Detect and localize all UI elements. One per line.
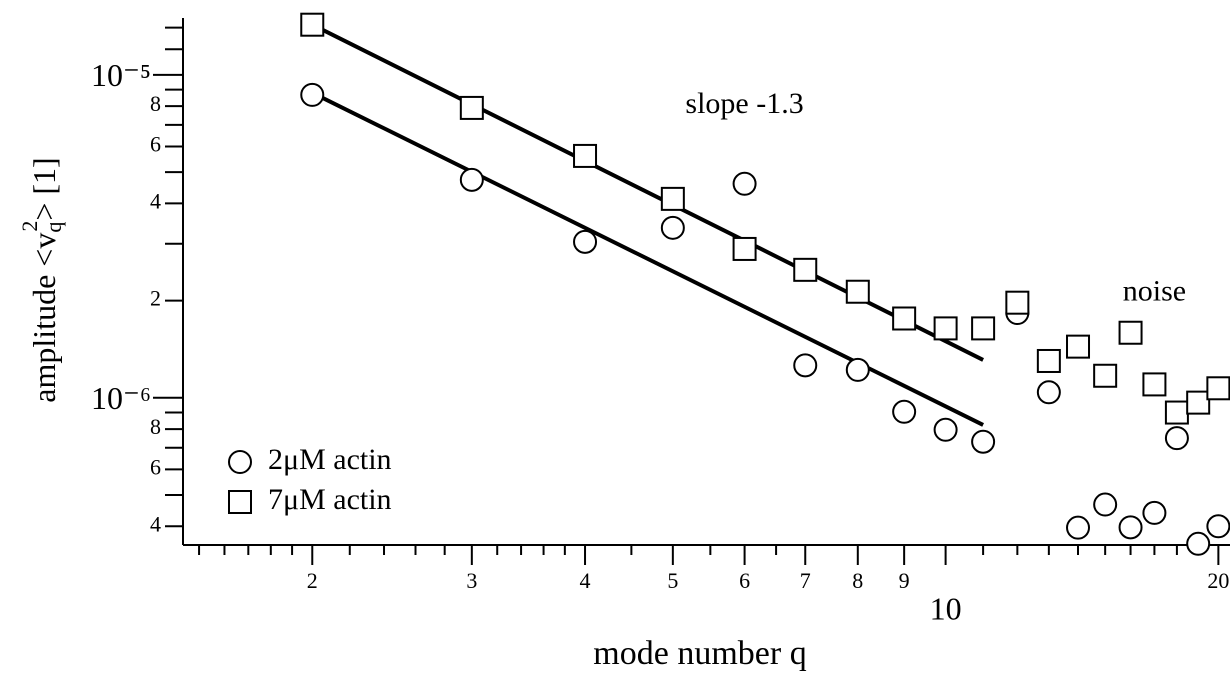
square-marker (1186, 390, 1211, 415)
square-marker (845, 279, 870, 304)
square-marker (793, 257, 818, 282)
circle-marker (1142, 500, 1167, 525)
x-tick-label: 5 (667, 568, 678, 593)
circle-marker (1093, 492, 1118, 517)
y-label-part: > [1] (26, 157, 62, 220)
circle-marker (933, 417, 958, 442)
square-marker (573, 143, 598, 168)
circle-marker (1164, 426, 1189, 451)
annotation: slope -1.3 (685, 87, 803, 120)
square-marker (1036, 348, 1061, 373)
y-tick-label: 6 (150, 132, 161, 157)
x-tick-label: 6 (739, 568, 750, 593)
square-marker (660, 186, 685, 211)
circle-marker (971, 429, 996, 454)
circle-marker (1118, 515, 1143, 540)
y-tick-label: 2 (150, 286, 161, 311)
square-marker (1206, 376, 1230, 401)
fit-line (311, 22, 985, 362)
x-tick-label: 3 (466, 568, 477, 593)
fit-line (311, 90, 984, 427)
y-tick-label: 4 (150, 188, 161, 213)
x-tick-label: 2 (307, 568, 318, 593)
circle-marker (1206, 514, 1230, 539)
y-label-part: amplitude <v (26, 233, 62, 403)
circle-marker (732, 171, 757, 196)
y-tick-label: 10⁻⁵ (91, 57, 151, 93)
y-label-sup: 2 (17, 221, 42, 232)
square-marker (228, 490, 252, 514)
square-marker (300, 12, 325, 37)
y-tick-label: 8 (150, 414, 161, 439)
circle-marker (228, 450, 252, 474)
x-tick-label: 8 (852, 568, 863, 593)
circle-marker (1036, 380, 1061, 405)
circle-marker (300, 82, 325, 107)
circle-marker (660, 215, 685, 240)
annotation: noise (1123, 275, 1186, 308)
circle-marker (892, 399, 917, 424)
square-marker (971, 316, 996, 341)
y-tick-label: 10⁻⁶ (91, 380, 151, 416)
square-marker (1093, 363, 1118, 388)
x-axis-label: mode number q (593, 635, 806, 672)
x-tick-label: 4 (580, 568, 591, 593)
square-marker (459, 95, 484, 120)
x-tick-label: 7 (800, 568, 811, 593)
legend-label: 2μM actin (268, 443, 392, 476)
y-tick-label: 4 (150, 511, 161, 536)
circle-marker (845, 357, 870, 382)
x-tick-label: 10 (930, 590, 962, 626)
y-tick-label: 6 (150, 454, 161, 479)
square-marker (1005, 290, 1030, 315)
x-tick-label: 20 (1207, 568, 1229, 593)
square-marker (1142, 372, 1167, 397)
square-marker (732, 236, 757, 261)
legend-label: 7μM actin (268, 483, 392, 516)
square-marker (1066, 334, 1091, 359)
y-tick-label: 8 (150, 91, 161, 116)
square-marker (1164, 400, 1189, 425)
square-marker (1118, 320, 1143, 345)
circle-marker (459, 167, 484, 192)
x-tick-label: 9 (899, 568, 910, 593)
circle-marker (793, 353, 818, 378)
y-axis-label: amplitude <vq2> [1] (17, 157, 66, 402)
circle-marker (1186, 531, 1211, 556)
square-marker (892, 306, 917, 331)
circle-marker (1066, 515, 1091, 540)
circle-marker (573, 229, 598, 254)
y-label-sub: q (41, 222, 66, 233)
square-marker (933, 316, 958, 341)
